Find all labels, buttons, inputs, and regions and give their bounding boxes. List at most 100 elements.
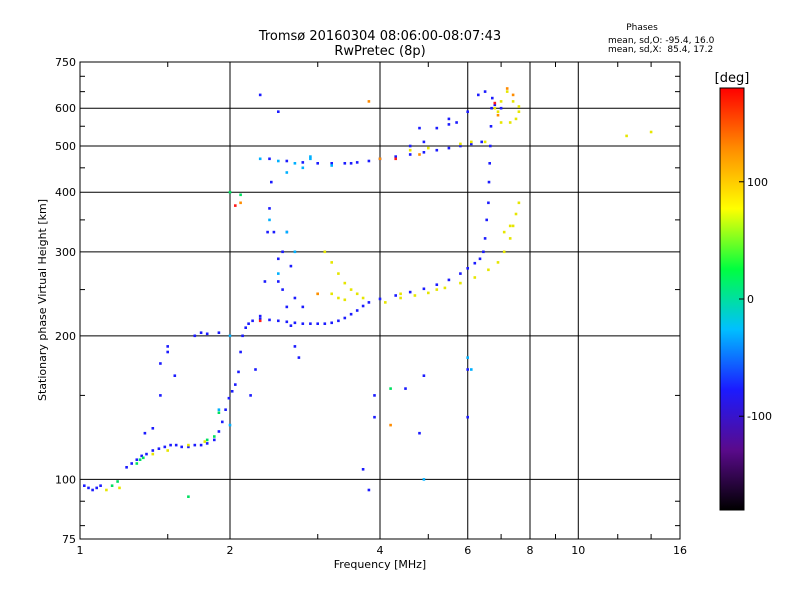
data-point	[95, 486, 98, 490]
data-point	[455, 121, 458, 124]
data-point	[217, 408, 221, 411]
data-point	[343, 316, 347, 320]
data-point	[205, 332, 209, 336]
data-point	[247, 322, 250, 325]
data-point	[422, 374, 426, 377]
data-point	[489, 144, 492, 148]
phase-box-line-o: mean, sd,O: -95.4, 16.0	[608, 36, 715, 46]
data-point	[330, 162, 333, 165]
data-point	[435, 288, 439, 291]
data-point	[399, 296, 402, 300]
data-point	[285, 230, 289, 234]
data-point	[83, 484, 86, 487]
data-point	[135, 458, 139, 461]
data-point	[277, 319, 280, 323]
data-point	[293, 250, 297, 254]
data-point	[517, 201, 521, 205]
data-point	[268, 157, 271, 161]
data-point	[384, 301, 387, 304]
data-point	[187, 443, 190, 447]
data-point	[281, 288, 284, 291]
x-tick-labels: 1 2 4 6 8 10 16	[77, 544, 688, 557]
y-tick-label: 300	[55, 246, 76, 259]
data-point	[418, 153, 421, 156]
data-point	[367, 301, 371, 304]
data-point	[301, 322, 305, 325]
data-point	[151, 427, 155, 430]
data-point	[239, 201, 242, 205]
data-point	[105, 488, 108, 492]
data-point	[343, 162, 347, 165]
data-point	[180, 445, 183, 449]
data-point	[234, 383, 237, 386]
data-point	[249, 394, 252, 397]
data-point	[435, 126, 439, 130]
data-point	[143, 431, 147, 435]
y-tick-label: 400	[55, 186, 76, 199]
data-point	[193, 443, 197, 447]
data-point	[142, 456, 145, 460]
data-point	[244, 326, 247, 329]
data-point	[337, 319, 340, 323]
data-point	[459, 272, 462, 275]
phase-box-heading: Phases	[626, 23, 658, 33]
data-point	[99, 484, 102, 487]
data-point	[367, 488, 371, 492]
data-point	[224, 408, 227, 411]
data-point	[277, 257, 280, 261]
data-point	[203, 440, 207, 443]
data-point	[496, 261, 500, 264]
data-point	[230, 390, 234, 393]
data-point	[277, 280, 280, 283]
y-tick-label: 200	[55, 330, 76, 343]
data-point	[151, 449, 155, 452]
data-point	[140, 454, 143, 458]
data-point	[323, 322, 327, 325]
data-point	[447, 146, 451, 150]
data-point	[268, 318, 271, 322]
data-point	[499, 100, 503, 103]
x-tick-label: 1	[77, 544, 84, 557]
x-tick-label: 16	[673, 544, 687, 557]
data-point	[301, 161, 305, 164]
data-point	[466, 368, 469, 371]
data-point	[508, 224, 512, 228]
data-point	[470, 142, 473, 146]
data-point	[173, 374, 177, 377]
data-point	[394, 157, 397, 161]
data-point	[493, 101, 497, 105]
x-tick-label: 2	[227, 544, 234, 557]
data-point	[422, 287, 426, 291]
data-point	[466, 267, 469, 270]
data-point	[199, 331, 203, 334]
data-point	[289, 264, 293, 268]
data-point	[337, 296, 340, 300]
data-point	[309, 157, 312, 161]
data-point	[270, 180, 273, 184]
y-tick-label: 75	[62, 533, 76, 546]
data-point	[221, 420, 224, 424]
data-point	[187, 495, 190, 498]
data-point	[408, 153, 412, 156]
data-point	[130, 462, 133, 465]
data-point	[163, 445, 167, 449]
data-point	[487, 268, 490, 272]
colorbar-tick-label: 100	[747, 176, 768, 189]
data-point	[485, 218, 488, 222]
data-point	[355, 292, 359, 296]
data-point	[514, 212, 518, 216]
data-point	[272, 230, 276, 234]
data-point	[649, 130, 653, 134]
y-tick-labels: 75 100 200 300 400 500 600 750	[55, 56, 76, 546]
data-point	[258, 317, 262, 321]
data-point	[470, 140, 473, 144]
data-point	[422, 151, 426, 154]
data-point	[470, 368, 473, 371]
data-point	[217, 331, 221, 334]
data-point	[493, 103, 497, 107]
data-point	[293, 162, 297, 165]
data-point	[227, 396, 231, 400]
data-point	[496, 110, 500, 113]
data-point	[228, 423, 232, 427]
data-point	[343, 281, 347, 285]
